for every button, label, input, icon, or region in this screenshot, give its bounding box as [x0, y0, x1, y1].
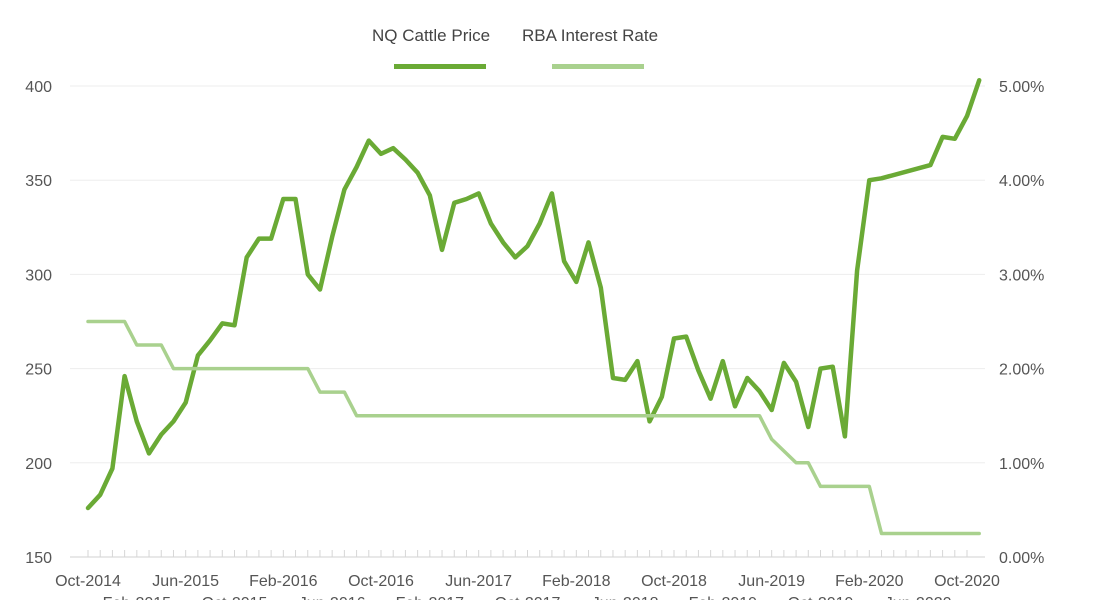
y-left-tick-label: 350 [25, 173, 52, 190]
x-tick-label: Oct-2018 [641, 573, 707, 590]
x-tick-label-second-row: Jun-2016 [299, 595, 366, 600]
x-tick-label: Jun-2015 [152, 573, 219, 590]
x-tick-label-second-row: Jun-2018 [592, 595, 659, 600]
y-left-tick-label: 450 [25, 0, 52, 2]
x-tick-label: Jun-2019 [738, 573, 805, 590]
x-tick-label: Oct-2020 [934, 573, 1000, 590]
y-axis-left: 150 200 250 300 350 400 450 [25, 0, 52, 567]
series-lines [85, 78, 982, 536]
y-right-tick-label: 1.00% [999, 456, 1044, 473]
x-tick-marks [87, 550, 968, 557]
legend-item-cattle[interactable]: NQ Cattle Price [372, 26, 491, 69]
y-left-tick-label: 250 [25, 362, 52, 379]
x-tick-label-second-row: Feb-2019 [689, 595, 758, 600]
y-axis-right: 0.00% 1.00% 2.00% 3.00% 4.00% 5.00% 6.00% [999, 0, 1044, 567]
y-right-tick-label: 0.00% [999, 550, 1044, 567]
gridlines [70, 85, 985, 558]
y-left-tick-label: 150 [25, 550, 52, 567]
y-right-tick-label: 6.00% [999, 0, 1044, 2]
x-tick-label: Oct-2014 [55, 573, 121, 590]
x-axis-labels: Oct-2014 Jun-2015 Feb-2016 Oct-2016 Jun-2017… [55, 573, 1000, 600]
x-tick-label-second-row: Oct-2015 [202, 595, 268, 600]
x-tick-label: Feb-2016 [249, 573, 318, 590]
x-tick-label-second-row: Feb-2015 [103, 595, 172, 600]
x-tick-label: Feb-2018 [542, 573, 611, 590]
x-tick-label: Oct-2016 [348, 573, 414, 590]
y-left-tick-label: 200 [25, 456, 52, 473]
legend-label-cattle: NQ Cattle Price [372, 26, 491, 45]
y-right-tick-label: 5.00% [999, 79, 1044, 96]
x-tick-label-second-row: Oct-2019 [788, 595, 854, 600]
legend-swatch-cattle [394, 64, 486, 69]
series-line-cattle-price [85, 78, 982, 511]
legend-item-rba[interactable]: RBA Interest Rate [522, 26, 659, 69]
legend: NQ Cattle Price RBA Interest Rate [0, 26, 1106, 76]
legend-label-rba: RBA Interest Rate [522, 26, 659, 45]
x-tick-label-second-row: Feb-2017 [396, 595, 465, 600]
y-right-tick-label: 4.00% [999, 173, 1044, 190]
x-tick-label: Feb-2020 [835, 573, 904, 590]
legend-swatch-rba [552, 64, 644, 69]
x-tick-label: Jun-2017 [445, 573, 512, 590]
y-right-tick-label: 2.00% [999, 362, 1044, 379]
x-tick-label-second-row: Jun-2020 [885, 595, 952, 600]
y-left-tick-label: 400 [25, 79, 52, 96]
x-tick-label-second-row: Oct-2017 [495, 595, 561, 600]
series-line-rba-rate [86, 319, 981, 536]
y-left-tick-label: 300 [25, 267, 52, 284]
y-right-tick-label: 3.00% [999, 267, 1044, 284]
